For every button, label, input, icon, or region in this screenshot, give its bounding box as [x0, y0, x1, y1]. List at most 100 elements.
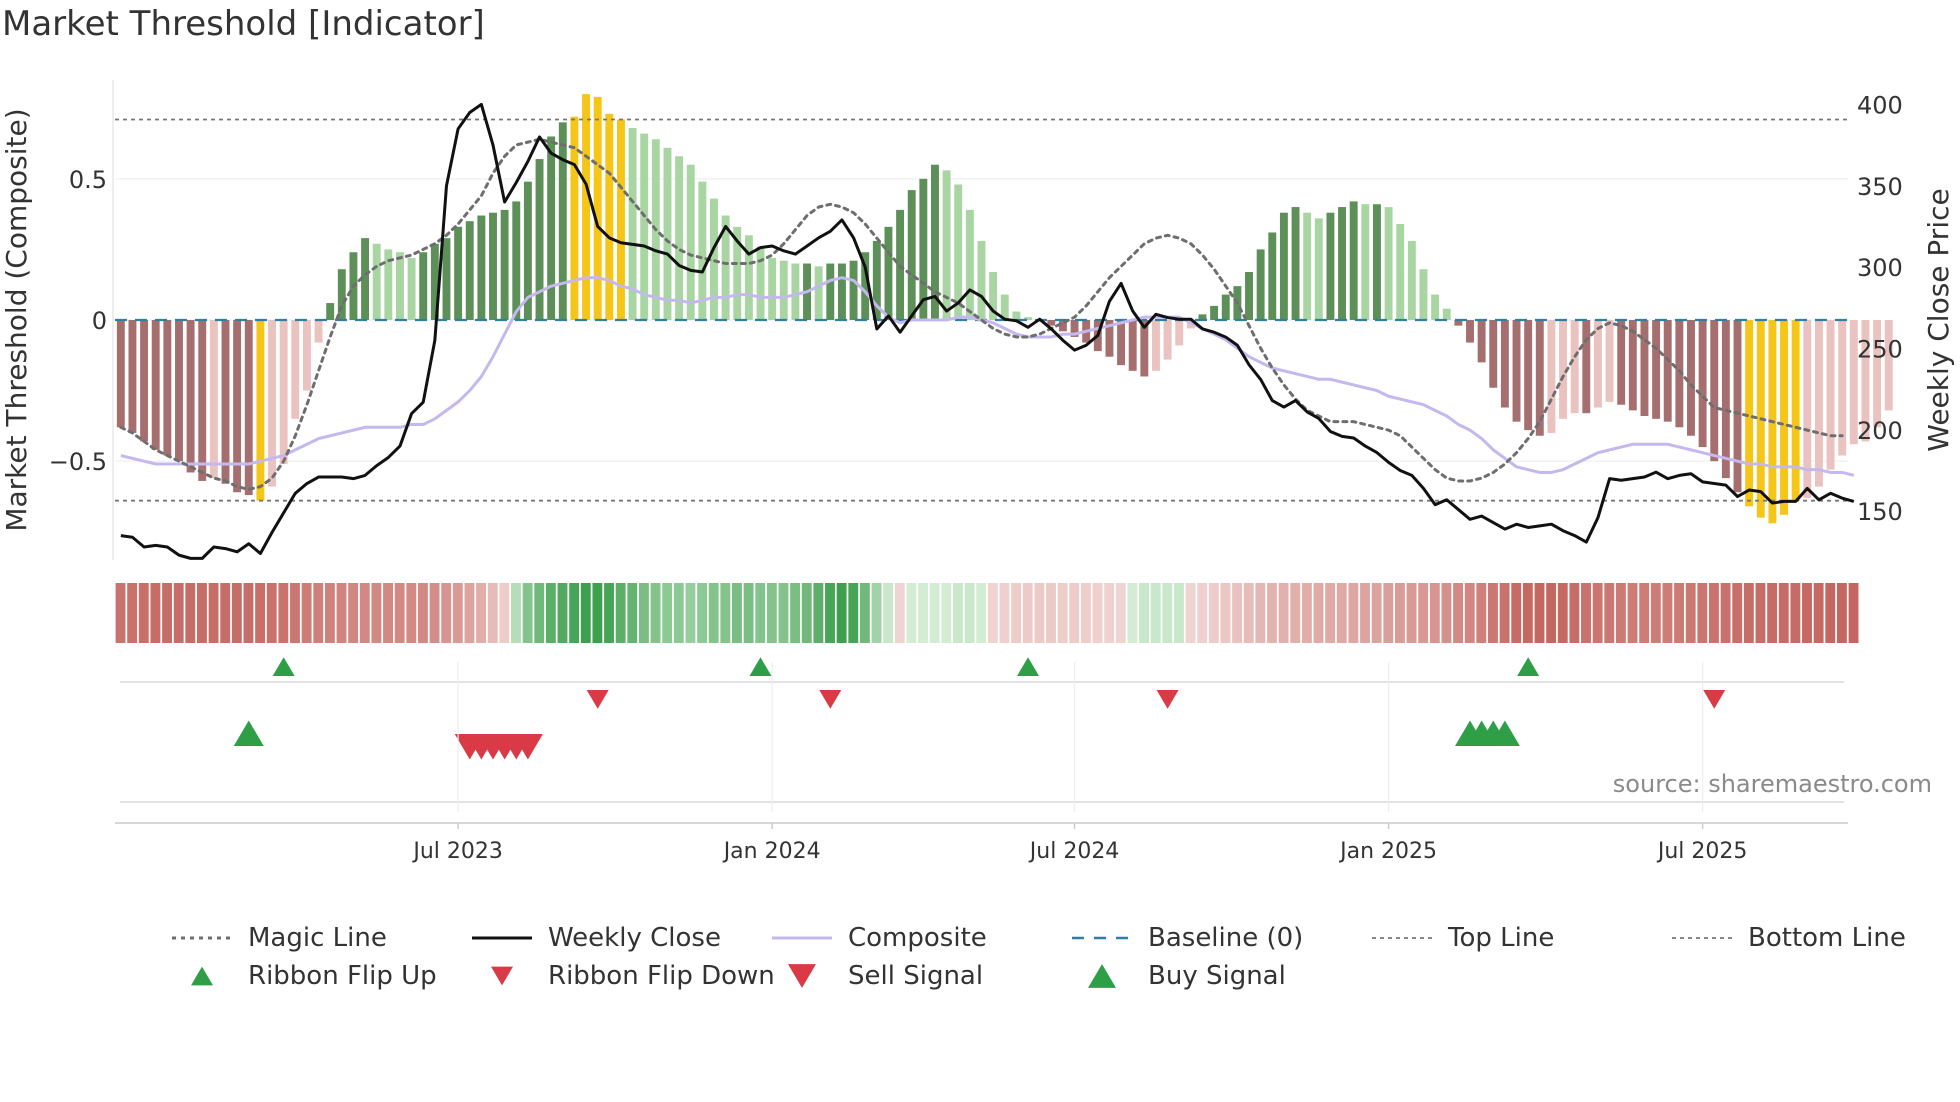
composite-bar	[1105, 320, 1114, 357]
ribbon-cell	[476, 583, 487, 643]
ribbon-cell	[1313, 583, 1324, 643]
weekly-close-line	[120, 102, 1855, 560]
ribbon-cell	[1732, 583, 1743, 643]
series-lines	[119, 102, 1855, 560]
x-tick-label: Jul 2023	[411, 839, 503, 864]
ribbon-cell	[569, 583, 580, 643]
ribbon-cell	[883, 583, 894, 643]
composite-bar	[1291, 207, 1300, 320]
composite-bar	[1326, 212, 1335, 320]
ribbon-cell	[1650, 583, 1661, 643]
composite-bar	[140, 320, 149, 442]
composite-bar	[1279, 212, 1288, 320]
composite-bar	[326, 303, 335, 320]
composite-bar	[1117, 320, 1126, 366]
ribbon-cell	[859, 583, 870, 643]
ribbon-cell	[1453, 583, 1464, 643]
composite-bar	[465, 221, 474, 320]
right-tick-label: 350	[1857, 173, 1903, 201]
composite-bar	[256, 320, 265, 501]
composite-bar	[128, 320, 137, 433]
composite-bar	[826, 263, 835, 320]
composite-bar	[1814, 320, 1823, 487]
composite-bar	[535, 159, 544, 320]
ribbon-cell	[359, 583, 370, 643]
ribbon-cell	[1685, 583, 1696, 643]
ribbon-cell	[1674, 583, 1685, 643]
ribbon-cell	[429, 583, 440, 643]
ribbon-cell	[1464, 583, 1475, 643]
legend-label: Composite	[848, 923, 987, 953]
ribbon-cell	[1488, 583, 1498, 643]
ribbon-cell	[336, 583, 347, 643]
legend-item-magic: Magic Line	[170, 920, 387, 956]
ribbon-cell	[127, 583, 138, 643]
composite-bar	[698, 181, 707, 320]
composite-bar	[977, 240, 986, 320]
ribbon-cell	[778, 583, 789, 643]
composite-bar	[1780, 320, 1788, 515]
ribbon-cell	[278, 583, 289, 643]
ribbon-cell	[1511, 583, 1522, 643]
right-tick-label: 400	[1857, 91, 1903, 119]
ribbon-cell	[1778, 583, 1789, 643]
composite-bar	[1733, 320, 1742, 493]
ribbon-cell	[452, 583, 463, 643]
legend-item-close: Weekly Close	[470, 920, 721, 956]
ribbon-cell	[208, 583, 219, 643]
legend-label: Sell Signal	[848, 961, 984, 991]
ribbon-cell	[825, 583, 835, 643]
ribbon-cell	[836, 583, 847, 643]
ribbon-cell	[1173, 583, 1184, 643]
composite-bar	[163, 320, 172, 456]
composite-bar	[442, 238, 451, 320]
ribbon-cell	[604, 583, 614, 643]
composite-bar	[1442, 308, 1451, 320]
ribbon-cell	[162, 583, 172, 643]
ribbon-cell	[1394, 583, 1405, 643]
ribbon-cell	[138, 583, 149, 643]
ribbon-cell	[638, 583, 649, 643]
ribbon-cell	[743, 583, 754, 643]
ribbon-cell	[173, 583, 184, 643]
composite-bar	[1477, 320, 1486, 363]
ribbon-cell	[290, 583, 300, 643]
legend-item-bottom: Bottom Line	[1670, 920, 1906, 956]
composite-bar	[1547, 320, 1556, 433]
composite-bar	[1791, 320, 1800, 501]
ribbon-cell	[1569, 583, 1580, 643]
x-axis: Jul 2023 Jan 2024 Jul 2024 Jan 2025 Jul 2025	[115, 662, 1848, 864]
composite-bar	[1361, 204, 1370, 320]
composite-bar	[419, 252, 428, 320]
ribbon-cell	[1499, 583, 1510, 643]
ribbon-cell	[1604, 583, 1615, 643]
composite-bar	[989, 272, 998, 320]
ribbon-cell	[197, 583, 207, 643]
left-tick-label: 0.5	[69, 166, 107, 194]
composite-bar	[1663, 320, 1672, 422]
ribbon-cell	[522, 583, 533, 643]
ribbon-cell	[755, 583, 766, 643]
composite-bar	[1163, 320, 1172, 360]
ribbon-cell	[1813, 583, 1824, 643]
legend-item-buy: Buy Signal	[1070, 958, 1286, 994]
ribbon-cell	[848, 583, 859, 643]
ribbon-cell	[650, 583, 661, 643]
composite-line	[120, 276, 1855, 477]
ribbon-cell	[1522, 583, 1533, 643]
right-tick-label: 250	[1857, 335, 1903, 363]
ribbon-flip-down-marker	[1156, 690, 1179, 709]
ribbon-cell	[1208, 583, 1219, 643]
ribbon-cell	[766, 583, 777, 643]
composite-bar	[1454, 320, 1463, 326]
composite-bar	[221, 320, 230, 484]
legend: Magic Line Weekly Close Composite Baseline …	[170, 920, 1930, 1010]
composite-bar	[1024, 317, 1032, 320]
magic-line	[119, 137, 1844, 491]
composite-bar	[1140, 320, 1149, 377]
ribbon-cell	[1046, 583, 1056, 643]
legend-key-composite	[772, 936, 832, 940]
ribbon-cell	[1418, 583, 1429, 643]
composite-bar	[547, 136, 556, 320]
